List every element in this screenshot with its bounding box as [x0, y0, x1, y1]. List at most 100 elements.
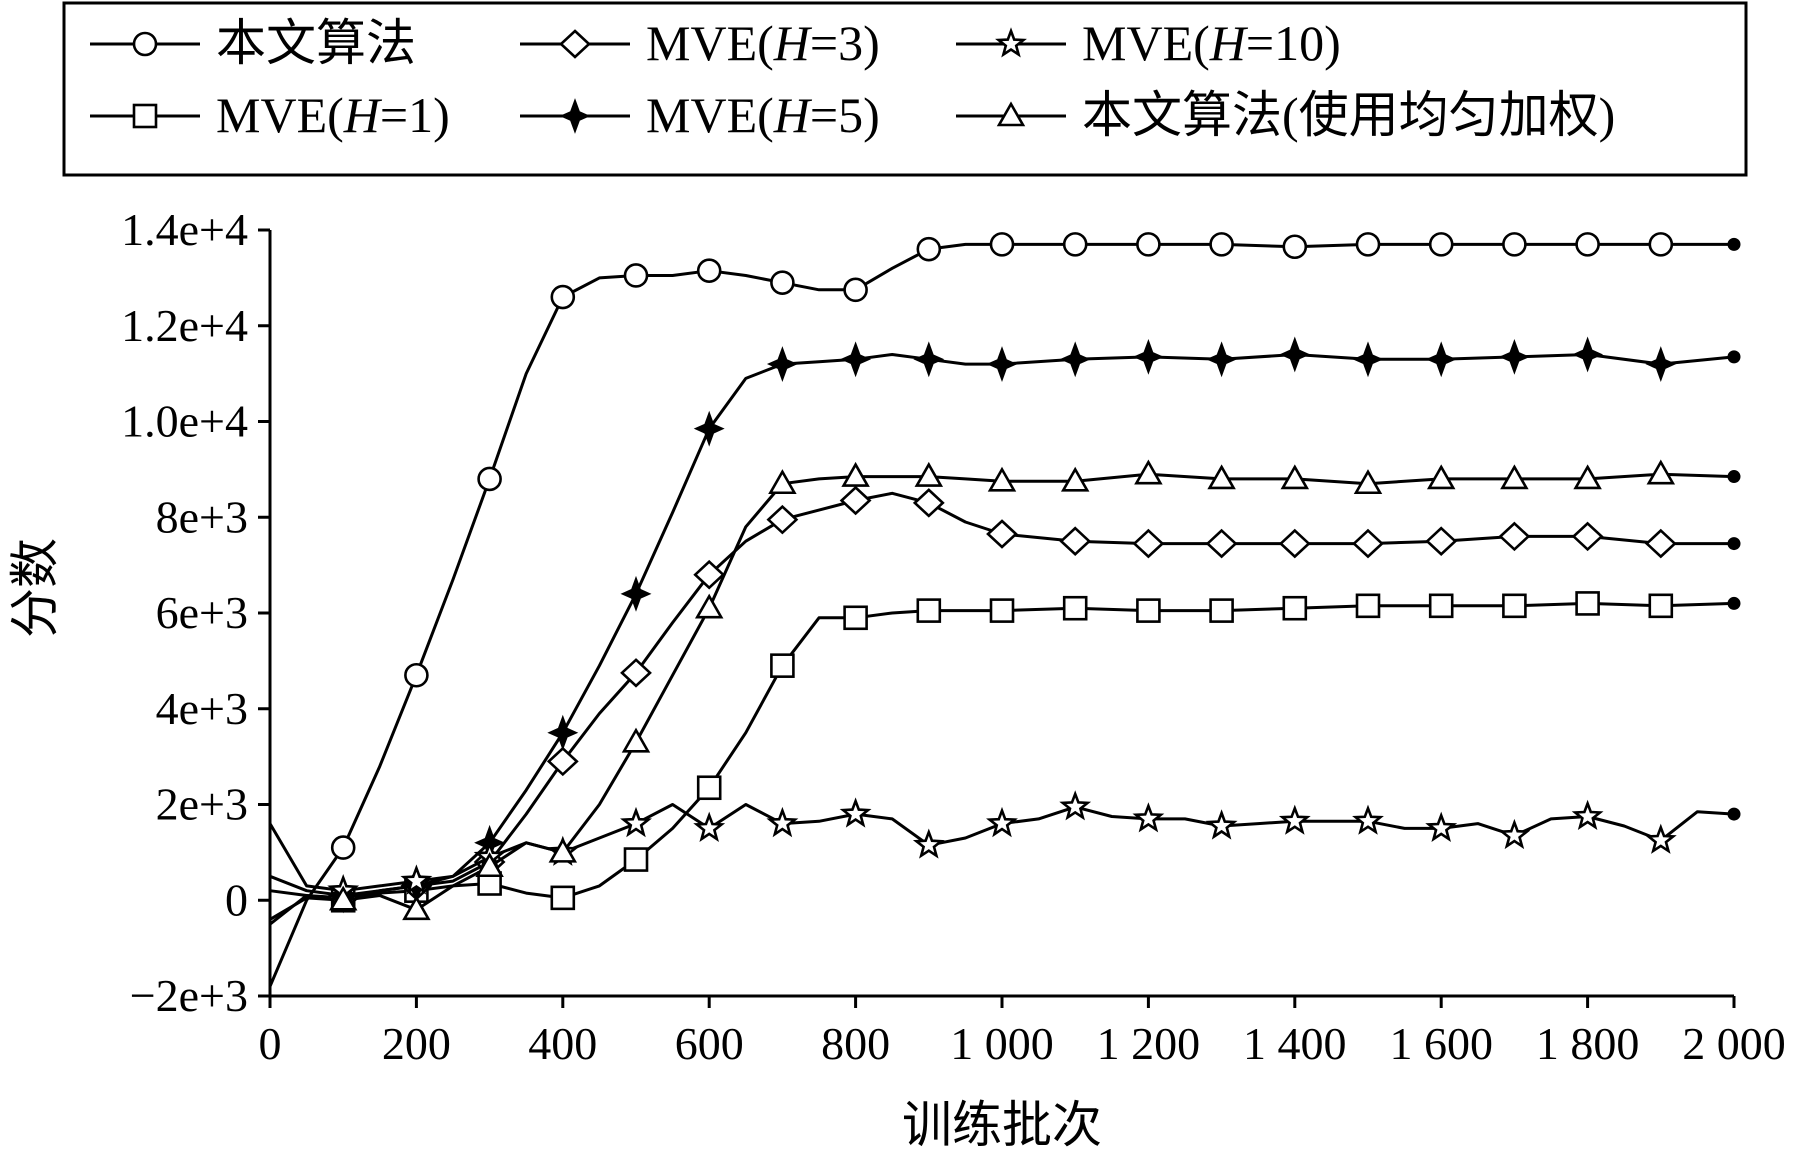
legend-marker [132, 31, 158, 57]
data-point [768, 469, 797, 495]
data-point [840, 341, 872, 378]
data-point [694, 593, 724, 619]
data-point [770, 270, 795, 295]
data-point [1207, 464, 1236, 490]
legend-label-part: MVE( [216, 87, 344, 143]
x-tick-label: 0 [259, 1018, 282, 1069]
data-point [1575, 591, 1600, 616]
data-point [1136, 232, 1161, 257]
series-end-dot [1727, 807, 1741, 821]
plot-area: −2e+302e+34e+36e+38e+31.0e+41.2e+41.4e+4… [121, 204, 1786, 1069]
data-point [1060, 466, 1090, 492]
y-tick-label: 1.2e+4 [121, 300, 248, 351]
data-point [841, 461, 870, 487]
x-tick-label: 1 800 [1536, 1018, 1640, 1069]
y-tick-label: 4e+3 [156, 683, 248, 734]
data-point [1282, 234, 1308, 260]
legend-item: MVE(H=10) [956, 15, 1341, 71]
x-tick-label: 2 000 [1682, 1018, 1786, 1069]
legend-item: 本文算法(使用均匀加权) [956, 87, 1615, 143]
data-point [1573, 464, 1602, 490]
legend-label-part: H [773, 15, 813, 71]
series-diamond [269, 485, 1741, 913]
y-ticks: −2e+3 0 2e+3 4e+3 6e+3 8e+3 1.0e+4 1.2e+4 1.4e+4 [121, 204, 270, 1021]
legend-label-part: H [773, 87, 813, 143]
legend-marker [995, 27, 1027, 58]
legend-label: 本文算法 [216, 15, 416, 71]
legend-marker [132, 103, 158, 129]
data-point [693, 559, 726, 590]
data-point [404, 662, 429, 688]
legend-label-part: =1) [380, 87, 450, 143]
data-point [620, 575, 652, 612]
data-point [1134, 459, 1163, 485]
y-tick-label: 1.4e+4 [121, 204, 248, 255]
data-point [696, 775, 722, 801]
data-point [548, 837, 578, 863]
data-point [1571, 521, 1604, 552]
data-point [1352, 341, 1384, 378]
data-point [766, 806, 799, 838]
data-point [620, 658, 652, 688]
data-point [1132, 802, 1165, 833]
y-tick-label: 2e+3 [156, 779, 248, 830]
data-point [914, 461, 944, 487]
legend-label-part: 本文算法(使用均匀加权) [1082, 87, 1615, 143]
data-point [550, 885, 576, 911]
legend-label: MVE(H=3) [646, 15, 880, 71]
data-point [1428, 232, 1454, 257]
legend-item: 本文算法 [90, 15, 416, 71]
legend-label-part: 本文算法 [216, 15, 416, 71]
legend-label-part: =3) [810, 15, 880, 71]
data-point [1426, 464, 1456, 490]
data-point [328, 885, 358, 911]
data-point [402, 895, 431, 921]
data-point [550, 284, 576, 310]
data-point [989, 598, 1015, 623]
data-point [1209, 232, 1234, 257]
y-tick-label: 6e+3 [156, 587, 248, 638]
x-tick-label: 600 [675, 1018, 744, 1069]
data-point [766, 346, 798, 382]
data-point [623, 847, 649, 872]
data-point [621, 727, 651, 753]
series-end-dot [1727, 237, 1741, 251]
data-point [475, 852, 504, 878]
x-tick-label: 400 [528, 1018, 597, 1069]
data-point [913, 341, 945, 378]
y-tick-label: 0 [225, 874, 248, 925]
data-point [1498, 818, 1531, 850]
data-point [989, 232, 1015, 257]
series-end-dot [1727, 470, 1741, 484]
data-point [1132, 338, 1164, 375]
legend-box [62, 1, 1748, 177]
series-triangle [269, 459, 1741, 926]
data-point [1502, 232, 1527, 257]
data-point [1571, 799, 1604, 830]
data-point [843, 605, 868, 631]
data-point [1425, 811, 1458, 843]
series-layer [268, 232, 1741, 987]
data-point [693, 811, 726, 843]
legend-label-part: H [1209, 15, 1249, 71]
data-point [1278, 804, 1311, 835]
data-point [839, 797, 872, 828]
data-point [1280, 464, 1310, 490]
data-point [620, 806, 652, 838]
data-point [1425, 341, 1457, 378]
data-point [477, 466, 502, 492]
data-point [623, 263, 649, 288]
series-circle [268, 232, 1741, 987]
data-point [1059, 341, 1091, 378]
data-point [330, 835, 356, 860]
data-point [1136, 598, 1161, 623]
data-point [400, 864, 433, 895]
data-point [1062, 232, 1088, 257]
y-axis-title: 分数 [7, 538, 63, 638]
data-point [1425, 526, 1458, 556]
data-point [1355, 593, 1381, 619]
data-point [1498, 521, 1531, 552]
data-point [693, 410, 725, 447]
data-point [1352, 528, 1384, 559]
